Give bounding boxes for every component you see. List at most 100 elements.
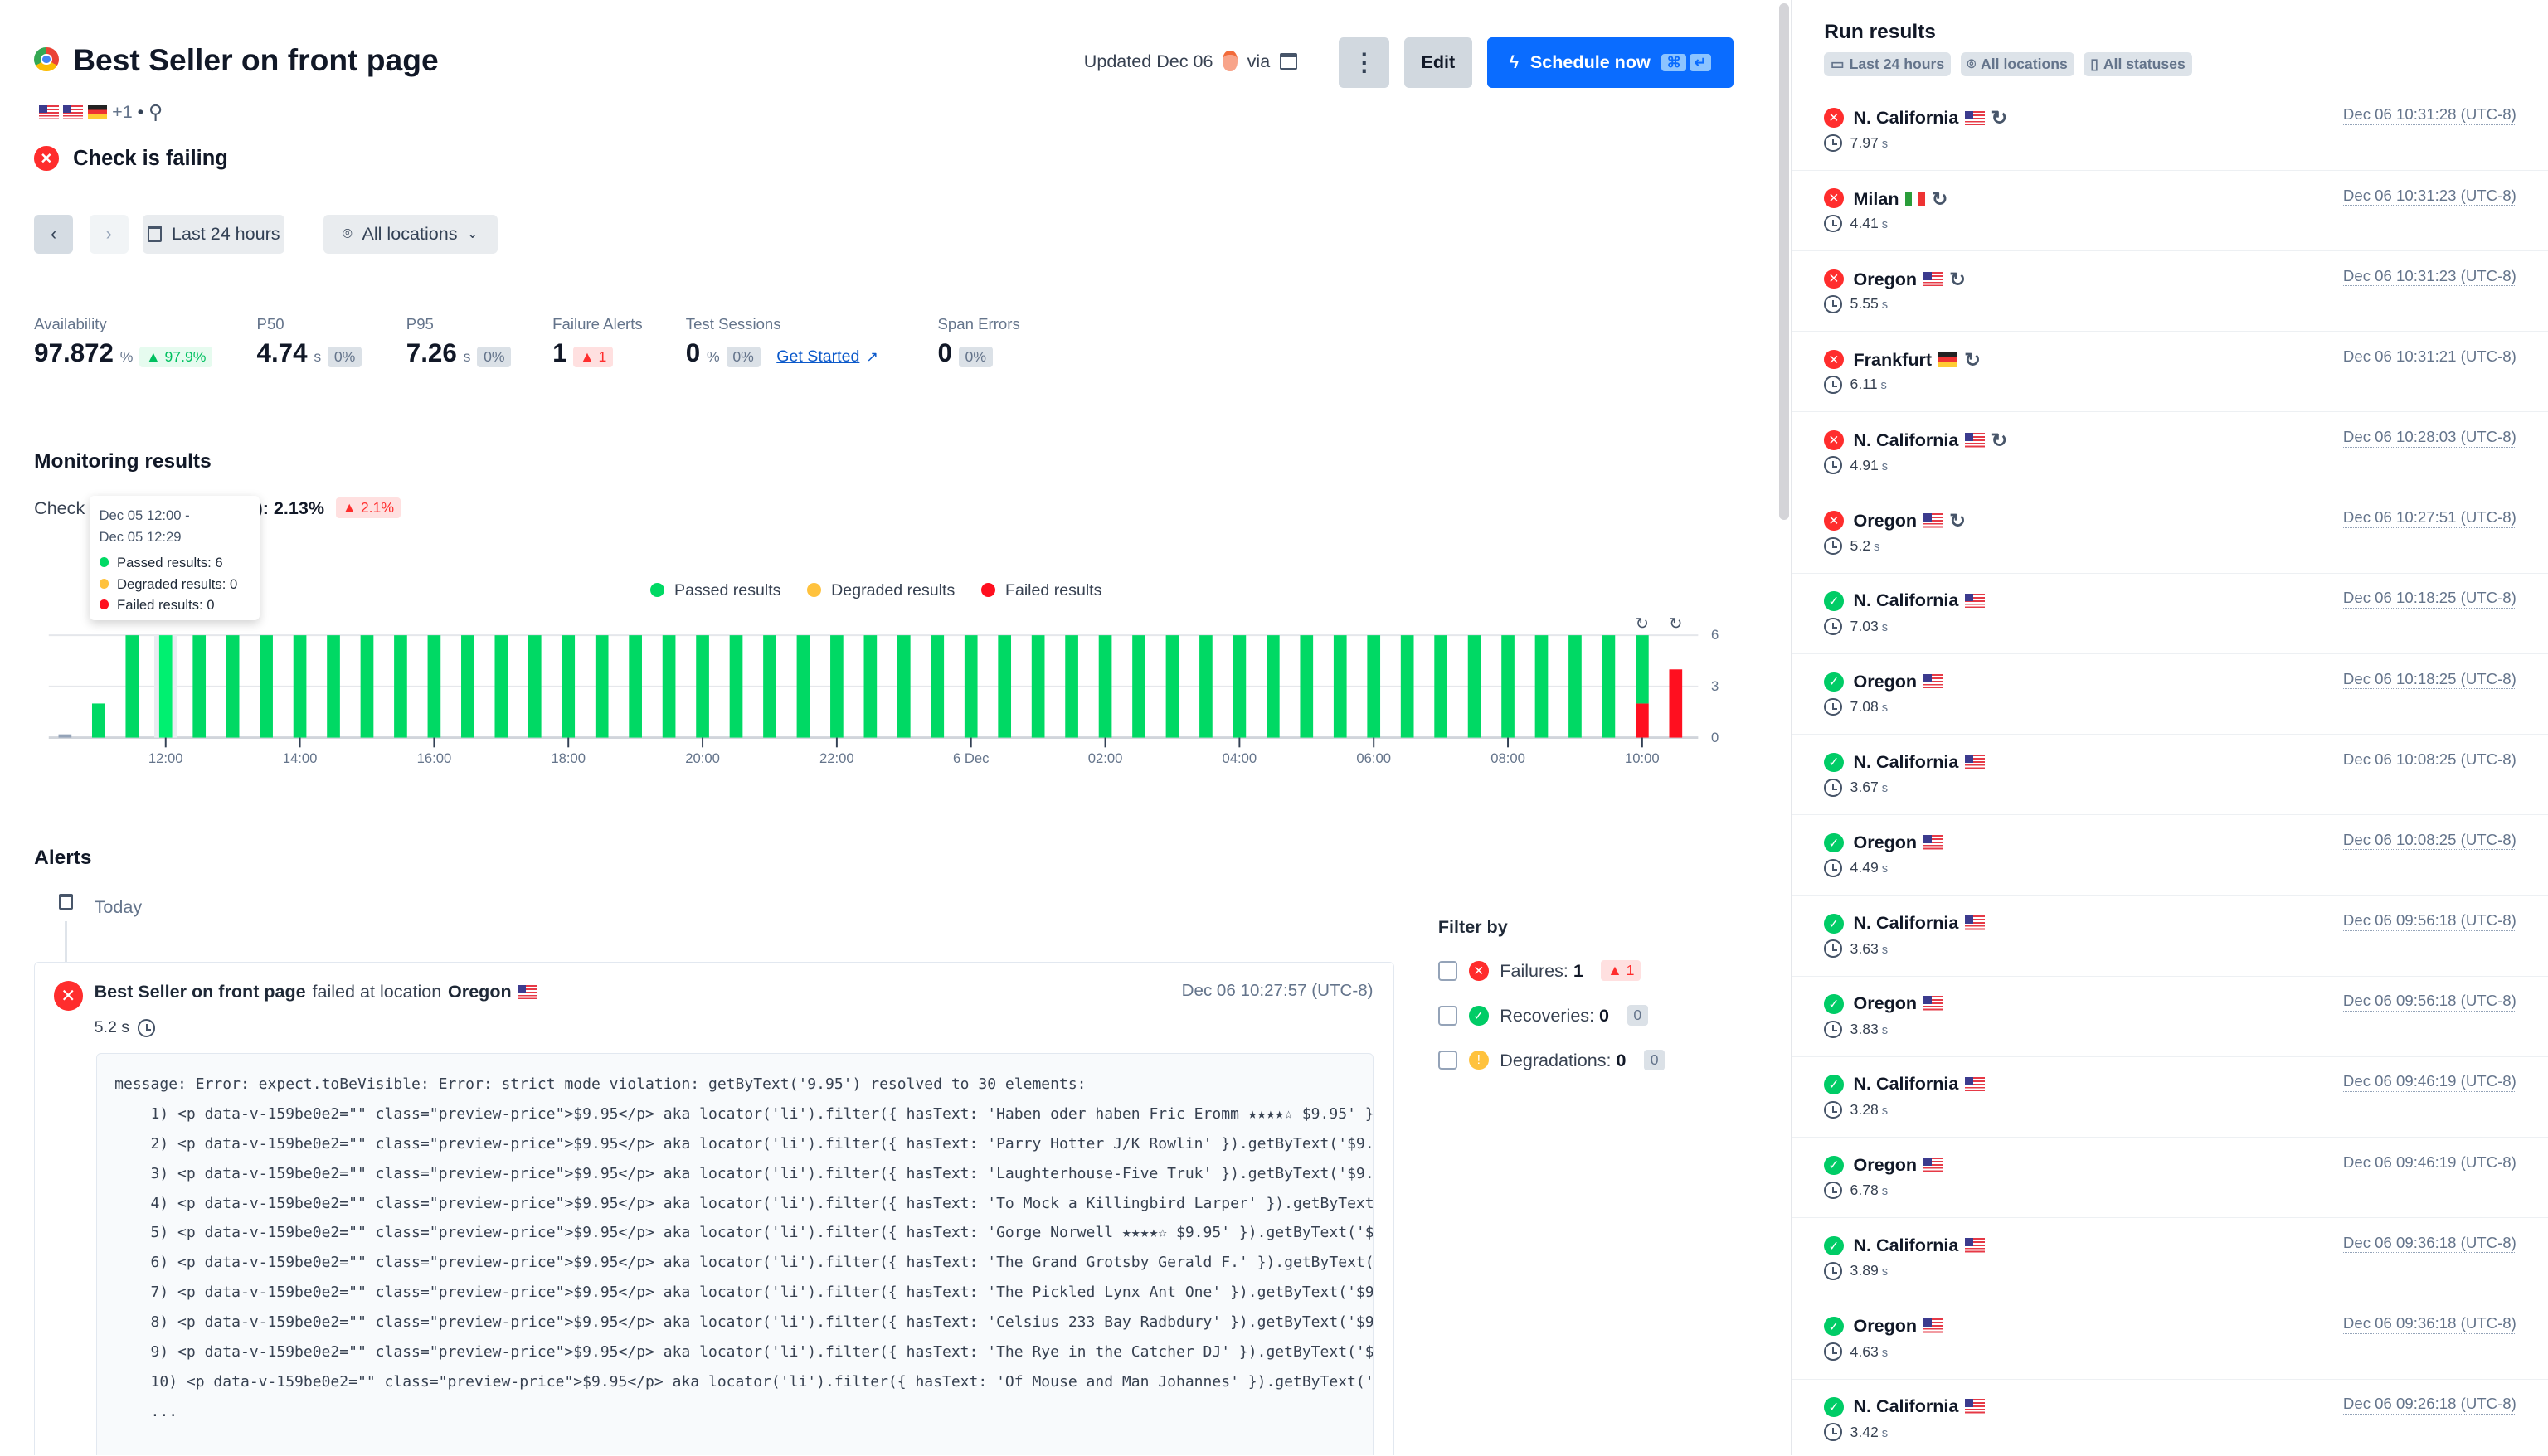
run-timestamp[interactable]: Dec 06 10:31:28 (UTC-8) [2342,104,2516,125]
location-name: N. California [1853,1234,1959,1255]
x-tick-label: 20:00 [685,750,720,767]
filter-fail[interactable]: ✕ Failures: 1 ▲ 1 [1437,960,1641,982]
check-rate-label: Check [34,497,85,518]
calendar-icon: ▭ [1831,55,1845,72]
duration-value: 7.03 [1850,617,1879,634]
checkbox[interactable] [1437,1050,1458,1070]
run-timestamp[interactable]: Dec 06 09:46:19 (UTC-8) [2342,1071,2516,1092]
schedule-now-button[interactable]: ϟ Schedule now ⌘ ↵ [1486,37,1734,88]
run-location: N. California ↻ [1853,429,2007,452]
run-result-row[interactable]: ✕ Frankfurt ↻ 6.11 s Dec 06 10:31:21 (UTC-8) [1792,331,2548,411]
time-range-selector[interactable]: Last 24 hours [143,214,284,254]
run-result-row[interactable]: ✓ Oregon 3.83 s Dec 06 09:56:18 (UTC-8) [1792,975,2548,1056]
stat-p50: P50 4.74 s 0% [257,315,362,368]
checkbox[interactable] [1437,1006,1458,1026]
legend-degraded[interactable]: Degraded results [806,581,955,600]
bar-passed [763,635,776,738]
run-result-row[interactable]: ✓ N. California 3.67 s Dec 06 10:08:25 (UTC-… [1792,734,2548,814]
more-options-button[interactable]: ⋮ [1339,37,1390,88]
check-locations[interactable]: +1 • ⚲ [39,100,163,124]
run-result-row[interactable]: ✓ Oregon 4.49 s Dec 06 10:08:25 (UTC-8) [1792,814,2548,895]
us-flag-icon [1923,1318,1943,1333]
stat-badge: 0% [726,347,761,367]
run-timestamp[interactable]: Dec 06 10:31:23 (UTC-8) [2342,186,2516,206]
run-result-row[interactable]: ✕ N. California ↻ 4.91 s Dec 06 10:28:03 (UTC… [1792,411,2548,492]
locations-chip[interactable]: ⌾ All locations [1960,51,2074,76]
bar-passed [897,635,911,738]
run-result-row[interactable]: ✓ Oregon 4.63 s Dec 06 09:36:18 (UTC-8) [1792,1298,2548,1378]
edit-button[interactable]: Edit [1403,37,1473,88]
tooltip-failed: Failed results: 0 [99,595,250,615]
error-message-block[interactable]: message: Error: expect.toBeVisible: Erro… [95,1052,1374,1456]
bar-passed [1467,635,1481,738]
checkbox[interactable] [1437,961,1458,981]
monitoring-chart[interactable]: ↻ ↻ [0,601,1774,780]
duration-value: 3.42 [1850,1423,1879,1440]
failed-icon: ✕ [1824,511,1844,531]
run-result-row[interactable]: ✓ N. California 7.03 s Dec 06 10:18:25 (UTC-… [1792,572,2548,653]
main-scrollbar[interactable] [1779,2,1790,520]
run-timestamp[interactable]: Dec 06 09:26:18 (UTC-8) [2342,1394,2516,1415]
stat-label: P50 [256,315,284,333]
run-result-row[interactable]: ✓ Oregon 7.08 s Dec 06 10:18:25 (UTC-8) [1792,653,2548,734]
run-result-row[interactable]: ✕ Oregon ↻ 5.55 s Dec 06 10:31:23 (UTC-8) [1792,250,2548,331]
error-line: 4) <p data-v-159be0e2="" class="preview-… [114,1194,1374,1212]
run-timestamp[interactable]: Dec 06 09:36:18 (UTC-8) [2342,1233,2516,1254]
location-name: N. California [1853,750,1959,772]
location-selector[interactable]: ⌾ All locations ⌄ [323,214,498,254]
run-timestamp[interactable]: Dec 06 10:31:23 (UTC-8) [2342,266,2516,287]
bar-passed [629,635,642,738]
run-result-row[interactable]: ✕ Oregon ↻ 5.2 s Dec 06 10:27:51 (UTC-8) [1792,492,2548,573]
run-result-row[interactable]: ✓ N. California 3.63 s Dec 06 09:56:18 (UTC-… [1792,895,2548,976]
run-timestamp[interactable]: Dec 06 10:18:25 (UTC-8) [2342,588,2516,609]
run-duration: 3.83 s [1824,1020,1888,1039]
previous-period-button[interactable]: ‹ [34,214,74,254]
next-period-button[interactable]: › [89,214,129,254]
run-result-row[interactable]: ✕ Milan ↻ 4.41 s Dec 06 10:31:23 (UTC-8) [1792,169,2548,250]
run-result-row[interactable]: ✓ N. California 3.42 s Dec 06 09:26:18 (UTC-… [1792,1378,2548,1456]
run-timestamp[interactable]: Dec 06 10:08:25 (UTC-8) [2342,830,2516,851]
run-result-row[interactable]: ✕ N. California ↻ 7.97 s Dec 06 10:31:28 (UTC… [1792,89,2548,170]
run-timestamp[interactable]: Dec 06 10:27:51 (UTC-8) [2342,507,2516,528]
get-started-link[interactable]: Get Started [776,347,860,366]
passed-icon: ✓ [1824,1235,1844,1256]
stat-value-row: 0% 0% Get Started ↗ [686,338,878,368]
run-timestamp[interactable]: Dec 06 09:36:18 (UTC-8) [2342,1313,2516,1334]
run-timestamp[interactable]: Dec 06 09:56:18 (UTC-8) [2342,910,2516,931]
statuses-chip[interactable]: ▯ All statuses [2084,51,2192,76]
duration-unit: s [1881,218,1889,232]
run-timestamp[interactable]: Dec 06 10:31:21 (UTC-8) [2342,347,2516,367]
passed-icon: ✓ [1824,1155,1844,1176]
clock-icon [1824,617,1842,636]
bar-passed [1568,635,1582,738]
run-result-row[interactable]: ✓ Oregon 6.78 s Dec 06 09:46:19 (UTC-8) [1792,1137,2548,1217]
failed-icon: ✕ [1824,430,1844,450]
run-result-row[interactable]: ✓ N. California 3.28 s Dec 06 09:46:19 (UTC-… [1792,1056,2548,1137]
run-results-panel: Run results ▭ Last 24 hours ⌾ All location… [1791,0,2548,1456]
run-result-row[interactable]: ✓ N. California 3.89 s Dec 06 09:36:18 (UTC-… [1792,1217,2548,1298]
stat-badge: ▲ 97.9% [139,347,213,367]
us-flag-icon [1965,433,1985,448]
run-timestamp[interactable]: Dec 06 10:08:25 (UTC-8) [2342,750,2516,770]
legend-passed[interactable]: Passed results [649,581,780,600]
alert-card[interactable] [34,961,1394,1456]
x-tick-label: 08:00 [1490,750,1525,767]
error-line: 8) <p data-v-159be0e2="" class="preview-… [114,1313,1374,1331]
stat-value: 7.26 [406,337,457,367]
run-timestamp[interactable]: Dec 06 10:28:03 (UTC-8) [2342,427,2516,448]
legend-failed[interactable]: Failed results [980,581,1101,600]
chevron-down-icon: ⌄ [467,227,479,242]
time-range-label: Last 24 hours [172,223,280,245]
retry-icon: ↻ [1931,187,1948,210]
run-timestamp[interactable]: Dec 06 09:56:18 (UTC-8) [2342,991,2516,1012]
duration-unit: s [1881,298,1889,313]
run-timestamp[interactable]: Dec 06 10:18:25 (UTC-8) [2342,669,2516,690]
clock-icon [1824,456,1842,474]
alert-check-name[interactable]: Best Seller on front page [94,981,306,1002]
bar-passed [394,635,407,738]
location-name: Oregon [1853,831,1918,852]
range-chip[interactable]: ▭ Last 24 hours [1824,51,1951,76]
run-timestamp[interactable]: Dec 06 09:46:19 (UTC-8) [2342,1153,2516,1173]
